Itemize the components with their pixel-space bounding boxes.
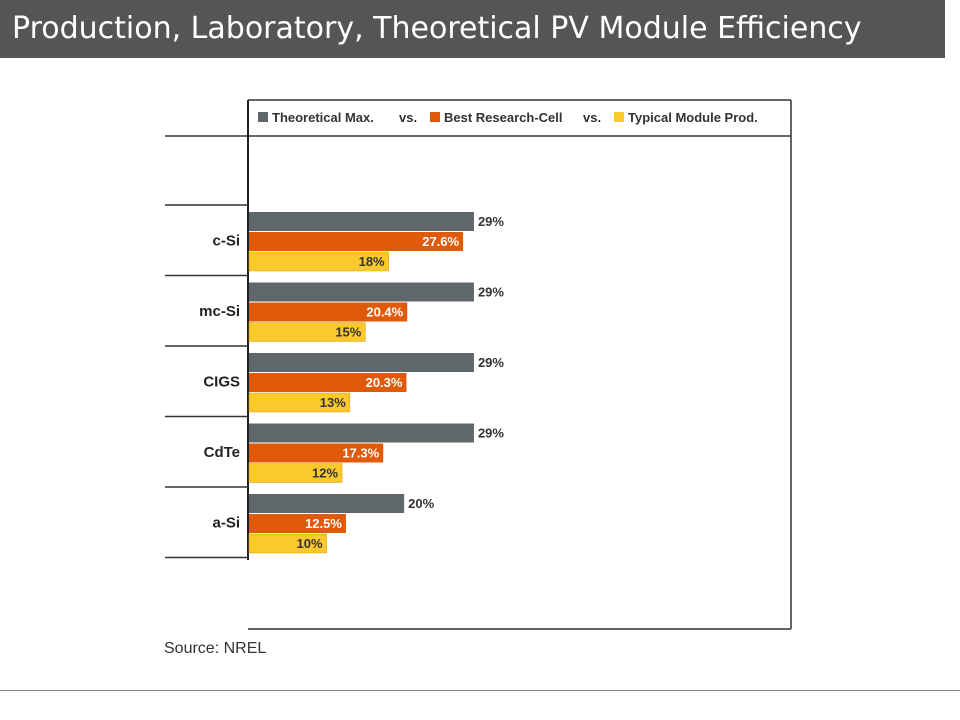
data-label-theoretical-max-cigs: 29% — [478, 355, 504, 370]
bar-best-research-cell-cigs — [249, 373, 407, 392]
bar-theoretical-max-cigs — [249, 353, 474, 372]
category-label-c-si: c-Si — [212, 232, 240, 249]
category-label-cdte: CdTe — [204, 444, 240, 461]
data-label-typical-module-prod-cdte: 12% — [312, 466, 338, 481]
bar-typical-module-prod-mc-si — [248, 322, 366, 342]
bar-best-research-cell-a-si — [249, 514, 346, 533]
data-label-best-research-cell-a-si: 12.5% — [305, 516, 342, 531]
data-label-best-research-cell-cdte: 17.3% — [342, 446, 379, 461]
legend-separator-2: vs. — [583, 110, 601, 125]
legend: Theoretical Max. vs. Best Research-Cell … — [258, 110, 758, 125]
data-label-theoretical-max-mc-si: 29% — [478, 285, 504, 300]
legend-label-theoretical: Theoretical Max. — [272, 110, 374, 125]
bar-theoretical-max-cdte — [249, 423, 474, 443]
legend-label-module: Typical Module Prod. — [628, 110, 758, 125]
legend-swatch-research — [430, 112, 440, 122]
title-bar: Production, Laboratory, Theoretical PV M… — [0, 0, 945, 58]
bar-typical-module-prod-c-si — [248, 251, 389, 272]
legend-separator-1: vs. — [399, 110, 417, 125]
legend-label-research: Best Research-Cell — [444, 110, 563, 125]
data-label-theoretical-max-c-si: 29% — [478, 214, 504, 229]
legend-swatch-theoretical — [258, 112, 268, 122]
bar-theoretical-max-mc-si — [249, 282, 474, 302]
bar-typical-module-prod-cdte — [248, 463, 343, 483]
slide-title: Production, Laboratory, Theoretical PV M… — [12, 11, 862, 46]
category-label-mc-si: mc-Si — [199, 303, 240, 320]
data-label-best-research-cell-mc-si: 20.4% — [366, 305, 403, 320]
bar-best-research-cell-cdte — [249, 443, 384, 463]
data-label-best-research-cell-cigs: 20.3% — [366, 375, 403, 390]
bottom-rule — [0, 690, 960, 691]
data-label-theoretical-max-a-si: 20% — [408, 496, 434, 511]
bar-best-research-cell-mc-si — [249, 302, 408, 322]
source-note: Source: NREL — [164, 640, 267, 657]
bar-typical-module-prod-a-si — [248, 533, 327, 554]
category-label-cigs: CIGS — [203, 373, 240, 390]
bar-best-research-cell-c-si — [249, 232, 464, 251]
data-label-typical-module-prod-cigs: 13% — [320, 395, 346, 410]
data-label-best-research-cell-c-si: 27.6% — [422, 234, 459, 249]
bar-theoretical-max-a-si — [249, 494, 405, 513]
data-label-typical-module-prod-a-si: 10% — [297, 536, 323, 551]
legend-swatch-module — [614, 112, 624, 122]
bar-theoretical-max-c-si — [249, 212, 474, 231]
data-label-typical-module-prod-mc-si: 15% — [335, 325, 361, 340]
category-label-a-si: a-Si — [212, 514, 240, 531]
data-label-typical-module-prod-c-si: 18% — [359, 254, 385, 269]
plot-area: c-Si 29% 27.6% 18% mc-Si 29% 20.4% 15% CIGS 29% 20… — [165, 204, 504, 559]
bar-typical-module-prod-cigs — [248, 392, 351, 413]
data-label-theoretical-max-cdte: 29% — [478, 426, 504, 441]
